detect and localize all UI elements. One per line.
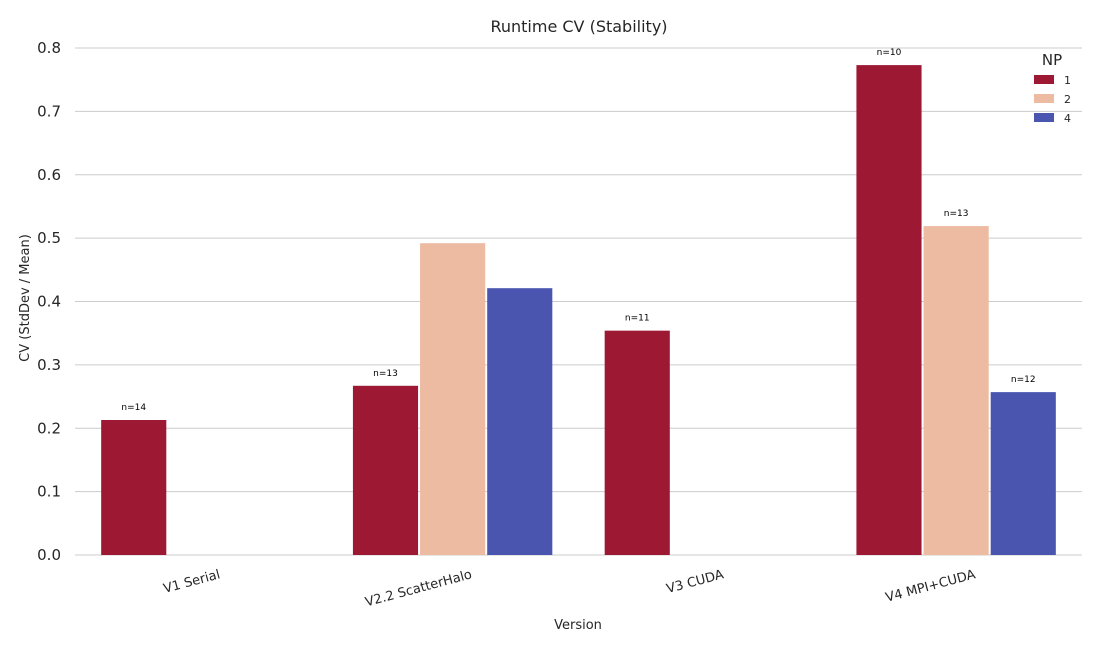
y-tick-label: 0.7 bbox=[37, 102, 61, 120]
y-tick-label: 0.8 bbox=[37, 39, 61, 57]
legend-title: NP bbox=[1042, 51, 1062, 69]
x-tick-label: V4 MPI+CUDA bbox=[884, 567, 977, 605]
bar-np4-4 bbox=[990, 392, 1056, 555]
y-tick-label: 0.4 bbox=[37, 293, 61, 311]
bar-np1-1 bbox=[101, 420, 167, 555]
y-tick-label: 0.0 bbox=[37, 546, 61, 564]
x-axis-label: Version bbox=[554, 618, 602, 633]
bar-count-label: n=12 bbox=[1011, 375, 1036, 385]
y-tick-label: 0.1 bbox=[37, 483, 61, 501]
bar-count-label: n=13 bbox=[373, 369, 398, 379]
x-tick-labels: V1 Serial V2.2 ScatterHalo V3 CUDA V4 MPI+C… bbox=[162, 567, 977, 610]
x-tick-label: V1 Serial bbox=[162, 567, 222, 597]
y-tick-label: 0.2 bbox=[37, 419, 61, 437]
y-tick-labels: 0.0 0.1 0.2 0.3 0.4 0.5 0.6 0.7 0.8 bbox=[37, 39, 61, 564]
bar-np1-4 bbox=[856, 65, 922, 555]
y-axis-label: CV (StdDev / Mean) bbox=[18, 234, 33, 362]
bar-np2-4 bbox=[923, 226, 989, 556]
bar-np4-2 bbox=[487, 288, 553, 555]
legend-swatch-np2 bbox=[1034, 94, 1054, 103]
legend-swatch-np4 bbox=[1034, 113, 1054, 122]
chart-title: Runtime CV (Stability) bbox=[490, 17, 667, 36]
bars bbox=[101, 65, 1056, 556]
bar-np1-2 bbox=[352, 385, 419, 555]
grid-lines bbox=[75, 47, 1082, 556]
bar-count-label: n=13 bbox=[944, 209, 969, 219]
bar-count-label: n=10 bbox=[877, 48, 902, 58]
x-tick-label: V2.2 ScatterHalo bbox=[364, 567, 474, 610]
legend-label-np2: 2 bbox=[1064, 93, 1071, 106]
legend: NP 1 2 4 bbox=[1034, 51, 1071, 125]
bar-count-label: n=14 bbox=[121, 403, 146, 413]
bar-np2-2 bbox=[420, 243, 486, 555]
y-tick-label: 0.6 bbox=[37, 166, 61, 184]
bar-count-label: n=11 bbox=[625, 314, 650, 324]
x-tick-label: V3 CUDA bbox=[665, 567, 726, 597]
y-tick-label: 0.3 bbox=[37, 356, 61, 374]
legend-label-np1: 1 bbox=[1064, 74, 1071, 87]
bar-np1-3 bbox=[604, 330, 670, 555]
y-tick-label: 0.5 bbox=[37, 229, 61, 247]
legend-label-np4: 4 bbox=[1064, 112, 1071, 125]
legend-swatch-np1 bbox=[1034, 75, 1054, 84]
bar-annotations: n=14 n=13 n=11 n=10 n=13 n=12 bbox=[121, 48, 1035, 413]
